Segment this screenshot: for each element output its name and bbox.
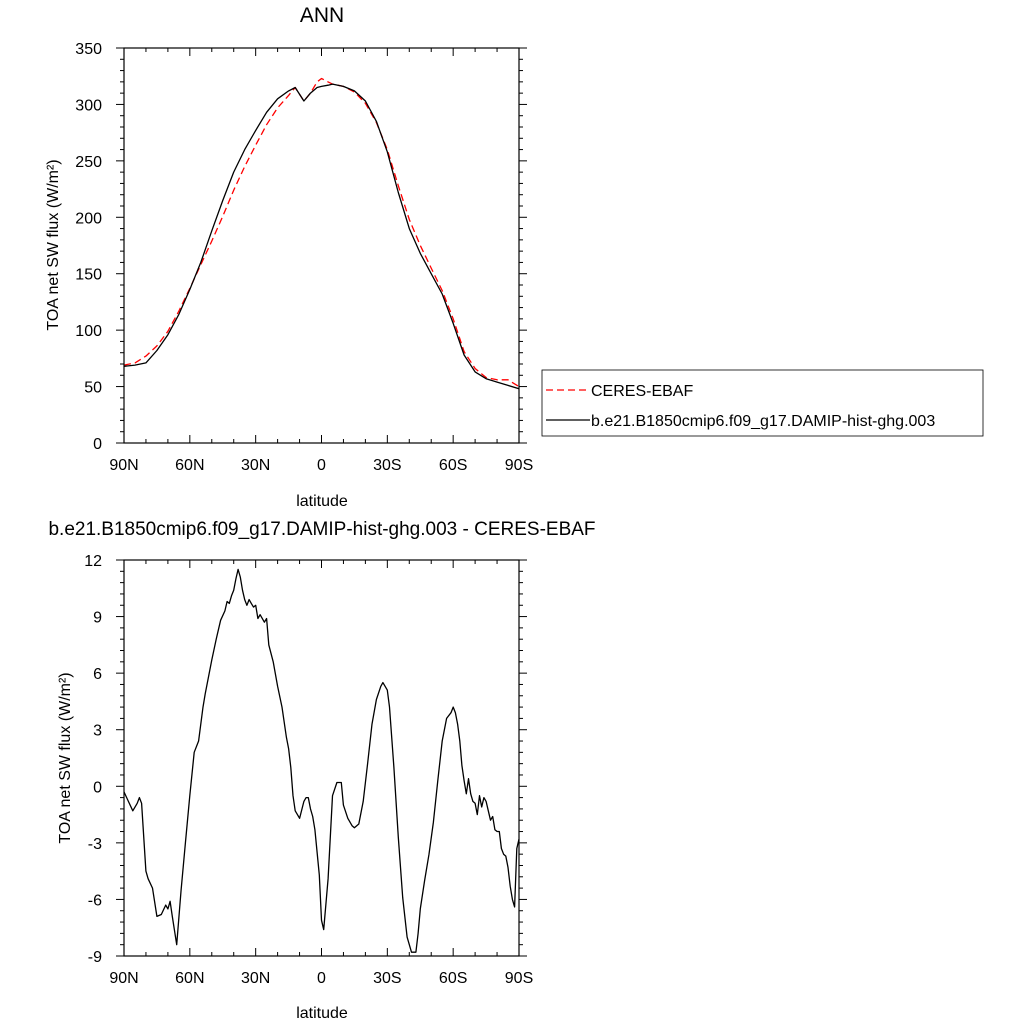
bottom-y-tick-label: -3 bbox=[88, 836, 102, 853]
bottom-plot-frame bbox=[123, 559, 520, 957]
bottom-y-tick-label: 9 bbox=[93, 610, 102, 627]
top-series-line-0 bbox=[123, 77, 520, 388]
bottom-chart: b.e21.B1850cmip6.f09_g17.DAMIP-hist-ghg.… bbox=[48, 519, 595, 1022]
bottom-x-tick-label: 60S bbox=[439, 970, 467, 987]
top-x-tick-label: 90N bbox=[109, 457, 138, 474]
top-chart-title: ANN bbox=[300, 4, 344, 27]
top-chart-tick-labels: 90N 60N 30N 0 30S 60S 90S 0 50 100 150 200 250 300 350 bbox=[75, 41, 533, 474]
bottom-y-tick-label: 0 bbox=[93, 779, 102, 796]
top-chart-ticks bbox=[116, 47, 527, 444]
top-x-tick-label: 30N bbox=[241, 457, 270, 474]
top-chart: ANN 90N 60N 30N 0 30S 60S 90S 0 50 100 150 200 250 30… bbox=[45, 4, 533, 510]
bottom-x-tick-label: 60N bbox=[175, 970, 204, 987]
top-y-tick-label: 200 bbox=[75, 210, 102, 227]
bottom-x-tick-label: 30S bbox=[373, 970, 401, 987]
top-series-line-1 bbox=[123, 83, 520, 390]
top-y-tick-label: 100 bbox=[75, 323, 102, 340]
top-y-tick-label: 300 bbox=[75, 97, 102, 114]
bottom-y-tick-label: -9 bbox=[88, 949, 102, 966]
top-x-tick-label: 0 bbox=[317, 457, 326, 474]
top-y-tick-label: 0 bbox=[93, 436, 102, 453]
top-y-tick-label: 50 bbox=[84, 380, 102, 397]
top-x-axis-label: latitude bbox=[296, 493, 348, 510]
bottom-chart-tick-labels: 90N 60N 30N 0 30S 60S 90S -9 -6 -3 0 3 6 9 12 bbox=[84, 553, 533, 987]
legend-box bbox=[541, 369, 984, 437]
bottom-y-tick-label: 6 bbox=[93, 666, 102, 683]
bottom-x-tick-label: 30N bbox=[241, 970, 270, 987]
top-y-tick-label: 350 bbox=[75, 41, 102, 58]
legend: CERES-EBAF b.e21.B1850cmip6.f09_g17.DAMI… bbox=[541, 369, 984, 437]
bottom-x-axis-label: latitude bbox=[296, 1005, 348, 1022]
top-x-tick-label: 60S bbox=[439, 457, 467, 474]
bottom-x-tick-label: 90N bbox=[109, 970, 138, 987]
top-x-tick-label: 90S bbox=[505, 457, 533, 474]
bottom-chart-ticks bbox=[116, 559, 527, 957]
bottom-chart-series-group bbox=[123, 568, 520, 953]
bottom-y-axis-label: TOA net SW flux (W/m²) bbox=[57, 672, 74, 843]
top-y-tick-label: 250 bbox=[75, 154, 102, 171]
top-y-tick-label: 150 bbox=[75, 267, 102, 284]
top-x-tick-label: 60N bbox=[175, 457, 204, 474]
legend-label-model: b.e21.B1850cmip6.f09_g17.DAMIP-hist-ghg.… bbox=[591, 413, 935, 430]
bottom-x-tick-label: 0 bbox=[317, 970, 326, 987]
bottom-y-tick-label: -6 bbox=[88, 892, 102, 909]
bottom-y-tick-label: 3 bbox=[93, 723, 102, 740]
bottom-chart-title: b.e21.B1850cmip6.f09_g17.DAMIP-hist-ghg.… bbox=[48, 519, 595, 540]
bottom-y-tick-label: 12 bbox=[84, 553, 102, 570]
bottom-series-line-0 bbox=[123, 568, 520, 953]
top-y-axis-label: TOA net SW flux (W/m²) bbox=[45, 159, 62, 330]
top-plot-frame bbox=[123, 47, 520, 444]
bottom-x-tick-label: 90S bbox=[505, 970, 533, 987]
top-chart-series-group bbox=[123, 77, 520, 390]
top-x-tick-label: 30S bbox=[373, 457, 401, 474]
legend-label-ceres: CERES-EBAF bbox=[591, 383, 693, 400]
